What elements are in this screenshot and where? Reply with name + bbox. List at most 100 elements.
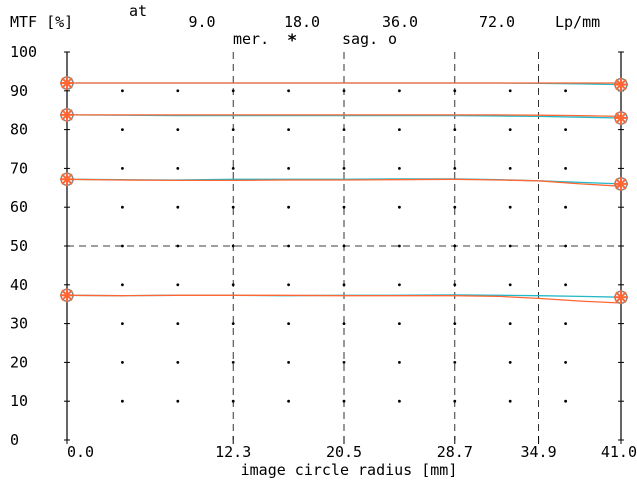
grid-dot: [287, 167, 290, 170]
x-tick-label: 41.0: [601, 443, 637, 461]
grid-dot: [398, 89, 401, 93]
frequency-label-1: 9.0: [188, 13, 215, 31]
grid-dot: [342, 128, 346, 132]
grid-dot: [287, 361, 290, 364]
x-tick-label: 0.0: [67, 443, 94, 461]
end-marker: [614, 110, 628, 125]
grid-dot: [231, 128, 235, 132]
grid-dot: [453, 167, 457, 170]
grid-dot: [342, 244, 346, 248]
grid-dot: [121, 399, 124, 403]
y-tick-label: 10: [10, 392, 28, 410]
grid-dot: [398, 283, 401, 287]
grid-dot: [564, 361, 567, 364]
legend-meridional-label: mer.: [233, 30, 269, 48]
grid-dot: [287, 283, 290, 287]
grid-dot: [121, 361, 124, 364]
grid-dot: [231, 283, 235, 287]
grid-dot: [508, 399, 512, 403]
grid-dot: [453, 89, 457, 93]
y-tick-label: 0: [10, 431, 19, 449]
x-tick-label: 12.3: [215, 443, 251, 461]
y-tick-label: 80: [10, 121, 28, 139]
at-label: at: [129, 2, 147, 20]
grid-dot: [342, 89, 346, 93]
series-lines: [66, 82, 622, 304]
grid-dot: [564, 167, 567, 170]
end-marker: [614, 176, 628, 191]
grid-dot: [453, 128, 457, 132]
frequency-label-2: 18.0: [284, 13, 320, 31]
series-meridional-72-0: [66, 294, 622, 304]
marker-star-arm: [615, 291, 627, 303]
grid-dot: [176, 205, 180, 209]
grid-dot: [121, 244, 124, 248]
grid-dot: [342, 399, 346, 403]
grid-dot: [508, 361, 512, 364]
grid-dot: [508, 205, 512, 209]
grid-dot: [508, 244, 512, 248]
y-tick-label: 30: [10, 315, 28, 333]
grid-dot: [564, 399, 567, 403]
grid-dot: [231, 361, 235, 364]
grid-dot: [176, 283, 180, 287]
y-tick-label: 40: [10, 276, 28, 294]
marker-star-arm: [61, 77, 73, 89]
marker-star-arm: [615, 112, 627, 124]
grid-dot: [287, 244, 290, 248]
grid-dot: [453, 283, 457, 287]
legend-meridional-marker: *: [287, 31, 297, 51]
grid-dot: [231, 205, 235, 209]
grid-dot: [508, 128, 512, 132]
x-tick-label: 34.9: [521, 443, 557, 461]
grid-dot: [453, 205, 457, 209]
grid-dot: [342, 361, 346, 364]
grid-dot: [564, 89, 567, 93]
grid-dot: [231, 322, 235, 325]
grid-dot: [508, 322, 512, 325]
grid-dot: [121, 322, 124, 325]
marker-star-arm: [61, 289, 73, 301]
grid-dot: [176, 89, 180, 93]
legend-sagittal-label: sag.: [342, 30, 378, 48]
grid-dot: [342, 205, 346, 209]
marker-star-arm: [61, 109, 73, 121]
grid-dot: [121, 205, 124, 209]
end-marker: [60, 76, 74, 91]
y-axis-title: MTF [%]: [10, 13, 73, 31]
grid-dot: [287, 89, 290, 93]
grid-dot: [564, 283, 567, 287]
x-tick-label: 20.5: [326, 443, 362, 461]
end-marker: [614, 77, 628, 92]
series-meridional-18-0: [67, 114, 622, 118]
y-tick-label: 90: [10, 82, 28, 100]
y-tick-label: 100: [10, 43, 37, 61]
grid-dot: [508, 167, 512, 170]
end-marker: [60, 107, 74, 122]
grid-dot: [121, 128, 124, 132]
grid-dot: [508, 89, 512, 93]
grid-dot: [398, 361, 401, 364]
grid-dot: [176, 399, 180, 403]
grid-dot: [564, 128, 567, 132]
grid-dot: [176, 167, 180, 170]
end-marker: [614, 290, 628, 305]
grid-dot: [453, 361, 457, 364]
grid-dot: [564, 322, 567, 325]
grid-dot: [342, 322, 346, 325]
y-tick-label: 50: [10, 237, 28, 255]
grid-dot: [287, 128, 290, 132]
marker-star-arm: [615, 78, 627, 91]
x-axis-title: image circle radius [mm]: [241, 461, 458, 479]
grid-dot: [231, 399, 235, 403]
grid-dot: [342, 167, 346, 170]
grid-dot: [176, 128, 180, 132]
grid-dot: [453, 399, 457, 403]
grid-dot: [287, 399, 290, 403]
grid-dot: [453, 322, 457, 325]
grid-dot: [231, 244, 235, 248]
grid-dot: [121, 167, 124, 170]
frequency-label-4: 72.0: [479, 13, 515, 31]
grid-dot: [398, 322, 401, 325]
